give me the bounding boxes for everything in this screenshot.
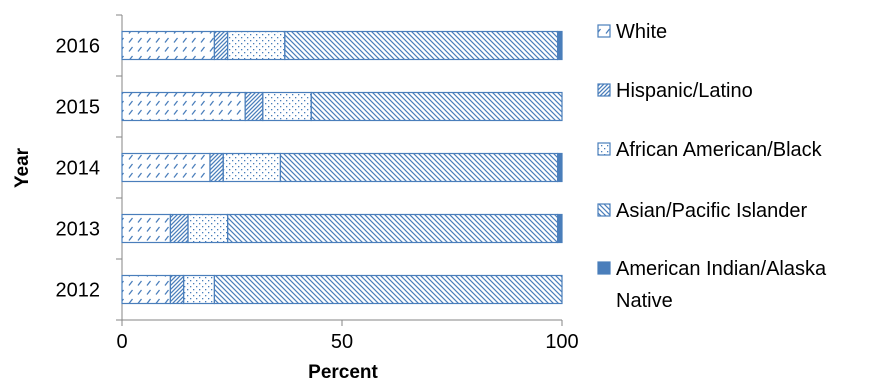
bars-layer bbox=[121, 30, 563, 305]
legend-label: Native bbox=[616, 290, 673, 312]
x-tick-label: 50 bbox=[331, 331, 353, 353]
bar-2013-series-0 bbox=[121, 213, 172, 244]
bar-2013-series-1 bbox=[169, 213, 189, 244]
bar-2016-series-0 bbox=[121, 30, 216, 61]
bar-2013-series-2 bbox=[187, 213, 229, 244]
legend-label: Asian/Pacific Islander bbox=[616, 200, 808, 222]
bar-2014-series-0 bbox=[121, 152, 211, 183]
bar-2016-series-4 bbox=[556, 30, 563, 61]
bar-2013-series-4 bbox=[556, 213, 563, 244]
y-ticks: 2016 2015 2014 2013 2012 bbox=[56, 14, 122, 321]
bar-2013-series-3 bbox=[227, 213, 559, 244]
bar-2014-series-4 bbox=[556, 152, 563, 183]
bar-2014-series-2 bbox=[222, 152, 281, 183]
y-tick-label: 2015 bbox=[56, 97, 101, 119]
y-axis-title: Year bbox=[12, 147, 33, 188]
y-tick-label: 2012 bbox=[56, 280, 101, 302]
y-tick-label: 2014 bbox=[56, 158, 101, 180]
bar-2014-series-3 bbox=[279, 152, 559, 183]
bar-2016-series-3 bbox=[284, 30, 559, 61]
bar-2016-series-1 bbox=[213, 30, 229, 61]
bar-2012-series-1 bbox=[169, 274, 185, 305]
y-tick-label: 2016 bbox=[56, 36, 101, 58]
legend-swatch bbox=[597, 203, 611, 217]
bar-2012-series-3 bbox=[213, 274, 563, 305]
legend-label: American Indian/Alaska bbox=[616, 258, 827, 280]
legend-label: African American/Black bbox=[616, 139, 823, 161]
bar-2016-series-2 bbox=[227, 30, 286, 61]
y-tick-label: 2013 bbox=[56, 219, 101, 241]
bar-2012-series-0 bbox=[121, 274, 172, 305]
x-ticks: 0 50 100 bbox=[116, 320, 579, 353]
x-tick-label: 100 bbox=[545, 331, 578, 353]
legend-swatch bbox=[597, 83, 611, 97]
x-axis-title: Percent bbox=[308, 362, 378, 383]
legend-swatch bbox=[597, 261, 611, 275]
legend-label: White bbox=[616, 21, 667, 43]
x-tick-label: 0 bbox=[116, 331, 127, 353]
legend-swatch bbox=[597, 24, 611, 38]
bar-2014-series-1 bbox=[209, 152, 224, 183]
legend: White Hispanic/Latino African American/Bla… bbox=[597, 21, 827, 312]
legend-swatch bbox=[597, 142, 611, 156]
bar-2015-series-0 bbox=[121, 91, 246, 122]
bar-2015-series-3 bbox=[310, 91, 563, 122]
bar-2015-series-1 bbox=[244, 91, 264, 122]
bar-2015-series-2 bbox=[262, 91, 312, 122]
bar-2012-series-2 bbox=[183, 274, 216, 305]
legend-label: Hispanic/Latino bbox=[616, 80, 753, 102]
